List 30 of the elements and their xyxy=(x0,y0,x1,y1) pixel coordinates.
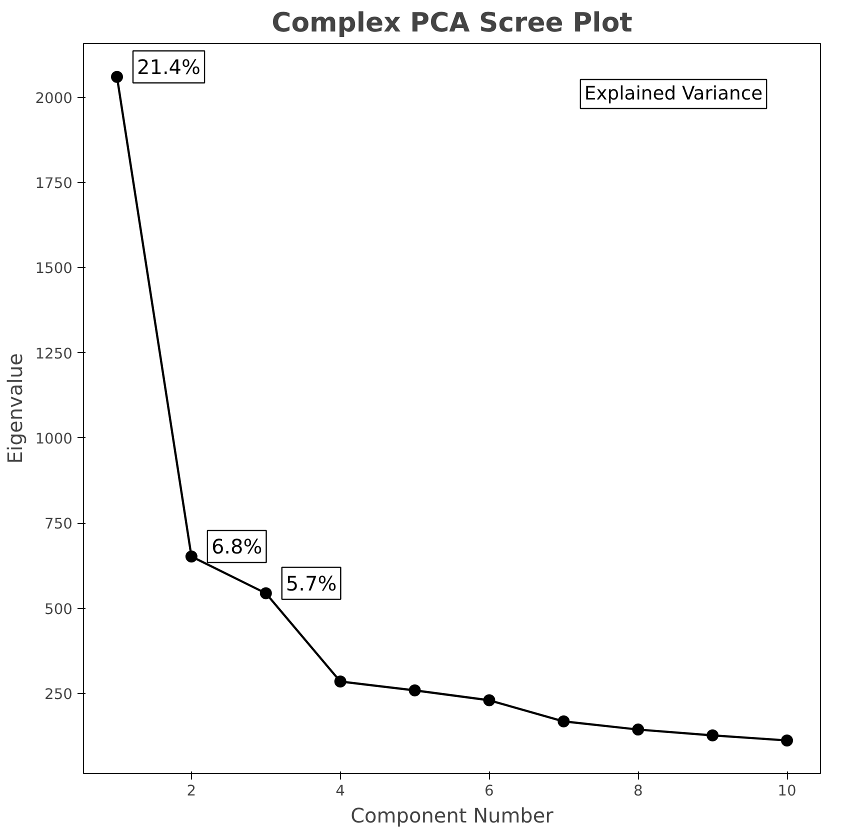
annotation: 21.4% xyxy=(137,54,201,79)
point xyxy=(632,724,644,736)
point xyxy=(408,684,421,696)
point xyxy=(483,694,496,706)
annotation: 6.8% xyxy=(211,534,262,559)
x-tick-label: 2 xyxy=(186,782,196,800)
annotation: Explained Variance xyxy=(584,84,763,104)
x-tick-label: 10 xyxy=(778,782,796,800)
y-tick-label: 1250 xyxy=(35,345,73,362)
point xyxy=(111,70,123,83)
y-tick-label: 250 xyxy=(44,686,73,703)
y-tick-label: 1500 xyxy=(35,260,73,278)
point xyxy=(781,734,793,746)
x-axis-title: Component Number xyxy=(350,804,554,828)
annotation: 5.7% xyxy=(286,571,337,596)
x-tick-label: 6 xyxy=(484,782,494,800)
y-tick-label: 500 xyxy=(44,600,73,618)
y-axis-title: Eigenvalue xyxy=(3,353,28,464)
y-tick-label: 2000 xyxy=(35,90,73,107)
y-tick-label: 1750 xyxy=(35,174,73,192)
point xyxy=(185,550,198,562)
y-tick-label: 750 xyxy=(44,516,73,533)
chart-title: Complex PCA Scree Plot xyxy=(272,8,633,38)
point xyxy=(334,676,346,688)
x-tick-label: 4 xyxy=(336,782,345,800)
point xyxy=(260,587,272,600)
point xyxy=(706,729,719,742)
point xyxy=(558,715,570,728)
x-tick-label: 8 xyxy=(633,782,643,800)
y-tick-label: 1000 xyxy=(35,430,73,448)
